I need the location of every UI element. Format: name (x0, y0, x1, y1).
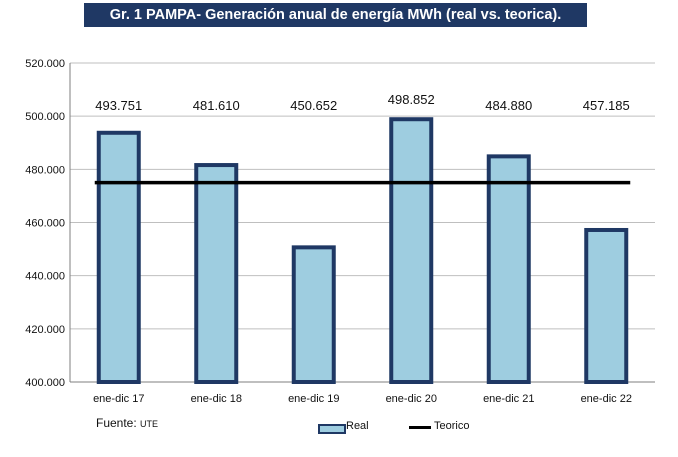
x-tick-label: ene-dic 19 (288, 393, 339, 405)
bar-real (389, 117, 434, 384)
chart-title: Gr. 1 PAMPA- Generación anual de energía… (84, 3, 587, 27)
data-label: 493.751 (95, 98, 142, 113)
source-value: UTE (140, 419, 159, 429)
legend-teorico-swatch (409, 426, 431, 429)
y-tick-label: 400.000 (25, 377, 65, 389)
y-tick-label: 420.000 (25, 324, 65, 336)
y-tick-label: 480.000 (25, 164, 65, 176)
legend-real-label: Real (346, 420, 369, 432)
bar-real (291, 245, 336, 384)
x-tick-label: ene-dic 17 (93, 393, 144, 405)
data-label: 498.852 (388, 92, 435, 107)
source-label: Fuente: (96, 416, 137, 430)
bar-real (194, 163, 239, 384)
bar-real (96, 130, 141, 384)
legend-real-swatch (318, 424, 346, 434)
x-tick-label: ene-dic 18 (191, 393, 242, 405)
legend-teorico-label: Teorico (434, 420, 470, 432)
x-tick-label: ene-dic 21 (483, 393, 534, 405)
data-label: 450.652 (290, 98, 337, 113)
data-label: 484.880 (485, 98, 532, 113)
source-note: Fuente: UTE (96, 416, 158, 430)
x-tick-label: ene-dic 22 (581, 393, 632, 405)
y-tick-label: 440.000 (25, 271, 65, 283)
x-tick-label: ene-dic 20 (386, 393, 437, 405)
bar-real (584, 227, 629, 384)
data-label: 457.185 (583, 98, 630, 113)
y-tick-label: 460.000 (25, 218, 65, 230)
bar-real (486, 154, 531, 384)
y-tick-label: 500.000 (25, 111, 65, 123)
data-label: 481.610 (193, 98, 240, 113)
y-tick-label: 520.000 (25, 58, 65, 70)
